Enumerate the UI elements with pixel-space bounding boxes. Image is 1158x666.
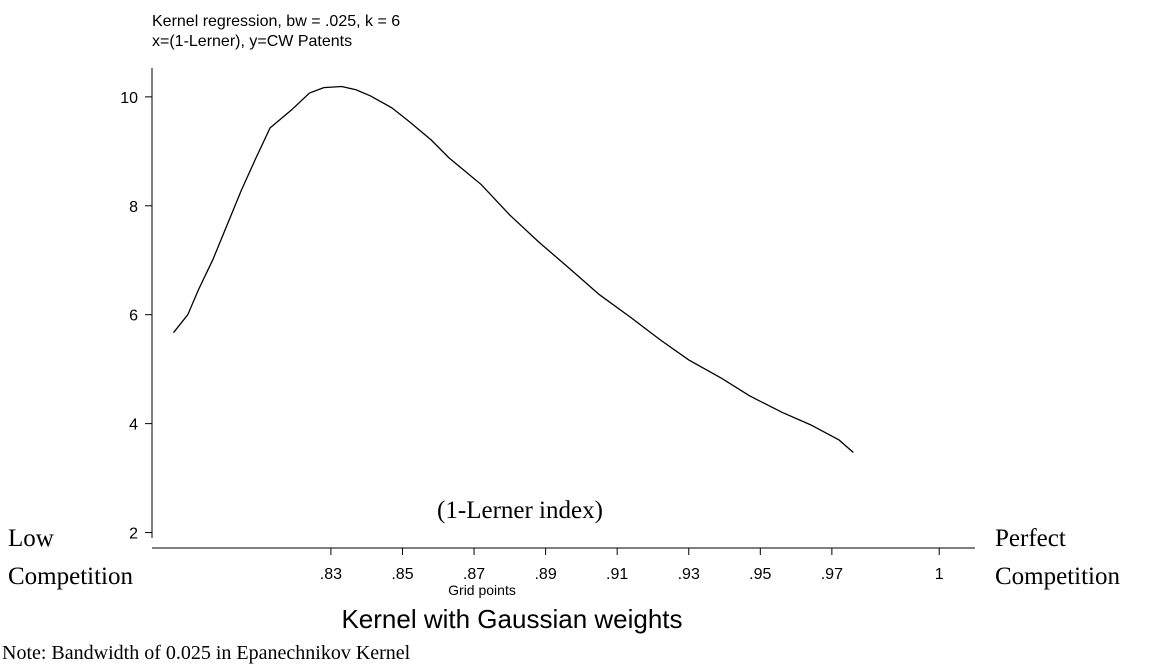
left-label: Competition xyxy=(8,563,134,590)
y-tick-label: 4 xyxy=(129,417,138,434)
y-tick-label: 2 xyxy=(129,526,138,543)
annotation: (1-Lerner index) xyxy=(437,497,603,524)
line-series xyxy=(172,85,854,453)
x-tick-label: .83 xyxy=(320,566,342,583)
x-tick-label: .85 xyxy=(391,566,413,583)
y-tick-label: 10 xyxy=(120,90,138,107)
left-label: Low xyxy=(8,525,54,552)
right-label: Perfect xyxy=(995,525,1066,552)
x-tick-label: .91 xyxy=(606,566,628,583)
caption: Kernel with Gaussian weights xyxy=(341,604,682,634)
x-axis-label: Grid points xyxy=(448,582,516,598)
subtitle: Kernel regression, bw = .025, k = 6 xyxy=(152,13,400,30)
subtitle: x=(1-Lerner), y=CW Patents xyxy=(152,33,352,50)
x-tick-label: .87 xyxy=(463,566,485,583)
x-tick-label: .95 xyxy=(749,566,771,583)
x-tick-label: .93 xyxy=(678,566,700,583)
x-tick-label: .89 xyxy=(534,566,556,583)
y-tick-label: 8 xyxy=(129,199,138,216)
right-label: Competition xyxy=(995,563,1121,590)
x-tick-label: 1 xyxy=(935,566,944,583)
note: Note: Bandwidth of 0.025 in Epanechnikov… xyxy=(2,642,411,664)
x-tick-label: .97 xyxy=(821,566,843,583)
y-tick-label: 6 xyxy=(129,308,138,325)
